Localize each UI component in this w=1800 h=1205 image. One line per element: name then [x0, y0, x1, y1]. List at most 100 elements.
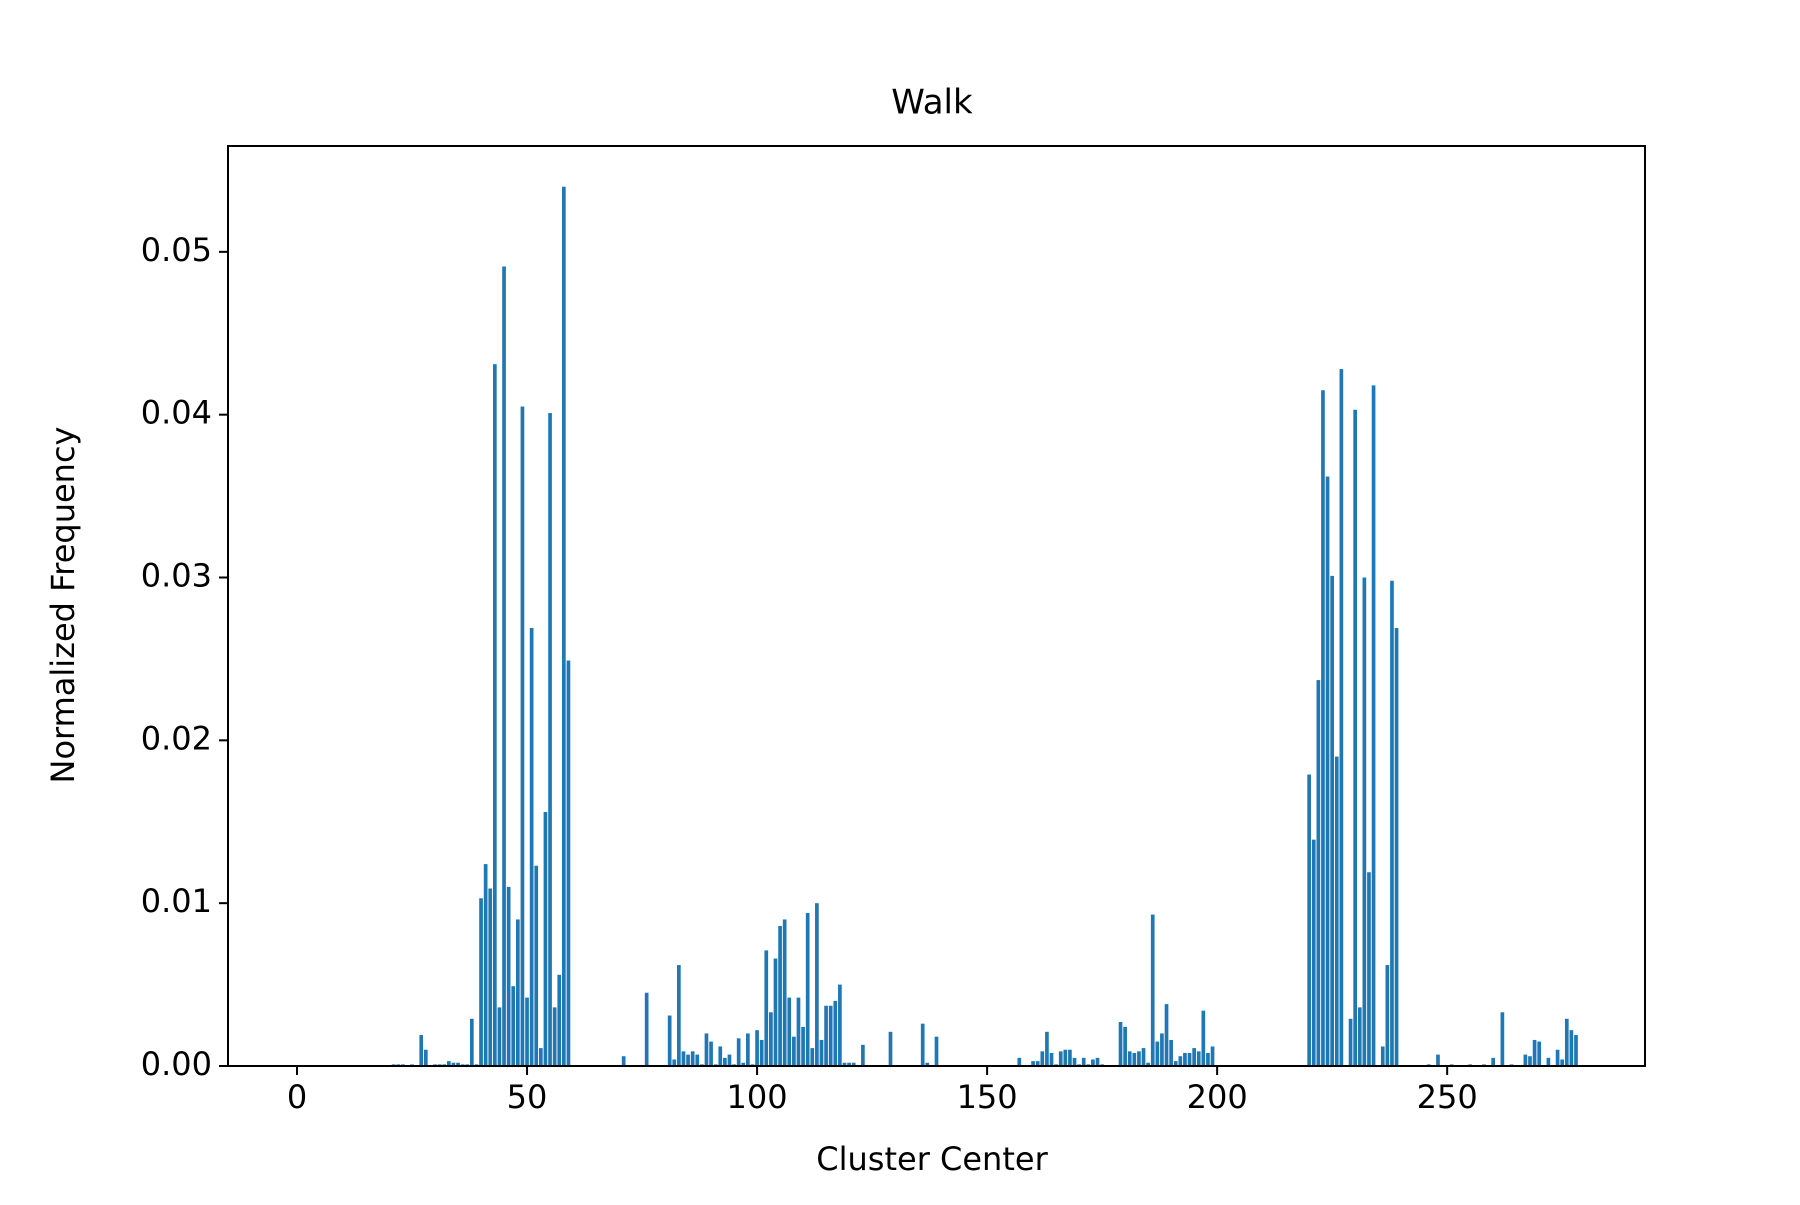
bar-71 [621, 1056, 626, 1066]
bar-222 [1316, 680, 1321, 1066]
bar-28 [423, 1049, 428, 1066]
bar-169 [1072, 1057, 1077, 1066]
bar-221 [1311, 839, 1316, 1066]
x-tick-label: 200 [1187, 1078, 1248, 1116]
bar-181 [1127, 1051, 1132, 1066]
bar-87 [695, 1054, 700, 1066]
bar-103 [769, 1012, 773, 1066]
bar-42 [488, 888, 493, 1066]
bar-115 [824, 1005, 828, 1066]
bar-100 [755, 1030, 759, 1066]
bar-112 [810, 1048, 815, 1066]
bar-276 [1564, 1018, 1569, 1066]
bar-230 [1353, 409, 1357, 1066]
bar-164 [1049, 1052, 1054, 1066]
x-tick-label: 100 [727, 1078, 788, 1116]
bar-117 [833, 1000, 838, 1066]
bar-187 [1155, 1041, 1160, 1066]
bar-54 [543, 811, 548, 1066]
bar-163 [1045, 1031, 1049, 1066]
bar-113 [815, 903, 819, 1066]
bar-182 [1132, 1052, 1137, 1066]
bar-269 [1532, 1039, 1537, 1066]
chart-title: Walk [891, 83, 973, 123]
bar-223 [1321, 390, 1325, 1066]
bar-109 [796, 997, 801, 1066]
bar-277 [1569, 1030, 1574, 1066]
bar-86 [690, 1051, 695, 1066]
bar-123 [861, 1044, 865, 1066]
y-tick-label: 0.04 [141, 394, 212, 432]
bar-55 [548, 413, 552, 1066]
bar-262 [1500, 1012, 1505, 1066]
bar-44 [497, 1007, 502, 1066]
bar-102 [764, 950, 769, 1066]
bar-105 [778, 925, 782, 1066]
bar-157 [1017, 1057, 1022, 1066]
bar-167 [1063, 1049, 1068, 1066]
bar-118 [838, 984, 842, 1066]
x-tick-label: 250 [1417, 1078, 1478, 1116]
bar-188 [1160, 1033, 1164, 1066]
bar-162 [1040, 1051, 1045, 1066]
bar-27 [419, 1035, 424, 1066]
bar-236 [1380, 1046, 1385, 1066]
bar-193 [1183, 1052, 1187, 1066]
y-tick-label: 0.03 [141, 557, 212, 595]
y-tick-label: 0.01 [141, 882, 212, 920]
bar-136 [920, 1023, 925, 1066]
bar-111 [805, 912, 810, 1066]
bar-237 [1385, 965, 1390, 1066]
bar-96 [736, 1038, 741, 1066]
bar-224 [1325, 476, 1330, 1066]
bar-35 [456, 1062, 460, 1066]
bar-92 [718, 1046, 723, 1066]
y-tick-label: 0.02 [141, 719, 212, 757]
bar-46 [506, 886, 511, 1066]
bar-198 [1206, 1052, 1210, 1066]
bar-76 [644, 992, 649, 1066]
bar-56 [552, 1007, 557, 1066]
bar-129 [888, 1031, 893, 1066]
bar-40 [479, 898, 483, 1066]
bar-173 [1091, 1059, 1095, 1066]
bar-50 [525, 997, 529, 1066]
bar-106 [782, 919, 787, 1066]
bar-89 [704, 1033, 709, 1066]
bar-194 [1187, 1052, 1192, 1066]
bar-260 [1491, 1057, 1496, 1066]
bar-238 [1390, 580, 1394, 1066]
bar-116 [828, 1005, 833, 1066]
bar-83 [677, 965, 681, 1066]
bar-227 [1339, 369, 1344, 1067]
x-axis-label: Cluster Center [816, 1140, 1048, 1178]
bar-104 [773, 958, 778, 1066]
bar-48 [516, 919, 520, 1066]
bar-81 [667, 1015, 672, 1066]
bar-184 [1141, 1048, 1146, 1066]
bar-57 [557, 974, 562, 1066]
bar-183 [1137, 1051, 1141, 1066]
bar-267 [1523, 1054, 1528, 1066]
bar-110 [801, 1026, 805, 1066]
y-tick-label: 0.00 [141, 1045, 212, 1083]
bar-38 [469, 1018, 474, 1066]
x-tick-label: 50 [507, 1078, 548, 1116]
bar-107 [787, 997, 792, 1066]
bar-51 [529, 627, 534, 1066]
bar-93 [723, 1057, 727, 1066]
bar-226 [1334, 756, 1339, 1066]
bar-121 [851, 1062, 856, 1066]
x-axis-ticks: 0 50 100 150 200 250 [287, 1066, 1478, 1116]
bar-274 [1555, 1049, 1560, 1066]
bar-189 [1164, 1004, 1169, 1066]
bar-239 [1394, 627, 1399, 1066]
bar-33 [446, 1061, 451, 1066]
bar-229 [1348, 1018, 1353, 1066]
bar-199 [1210, 1046, 1215, 1066]
x-tick-label: 0 [287, 1078, 307, 1116]
bar-137 [925, 1062, 930, 1066]
bar-185 [1146, 1062, 1150, 1066]
